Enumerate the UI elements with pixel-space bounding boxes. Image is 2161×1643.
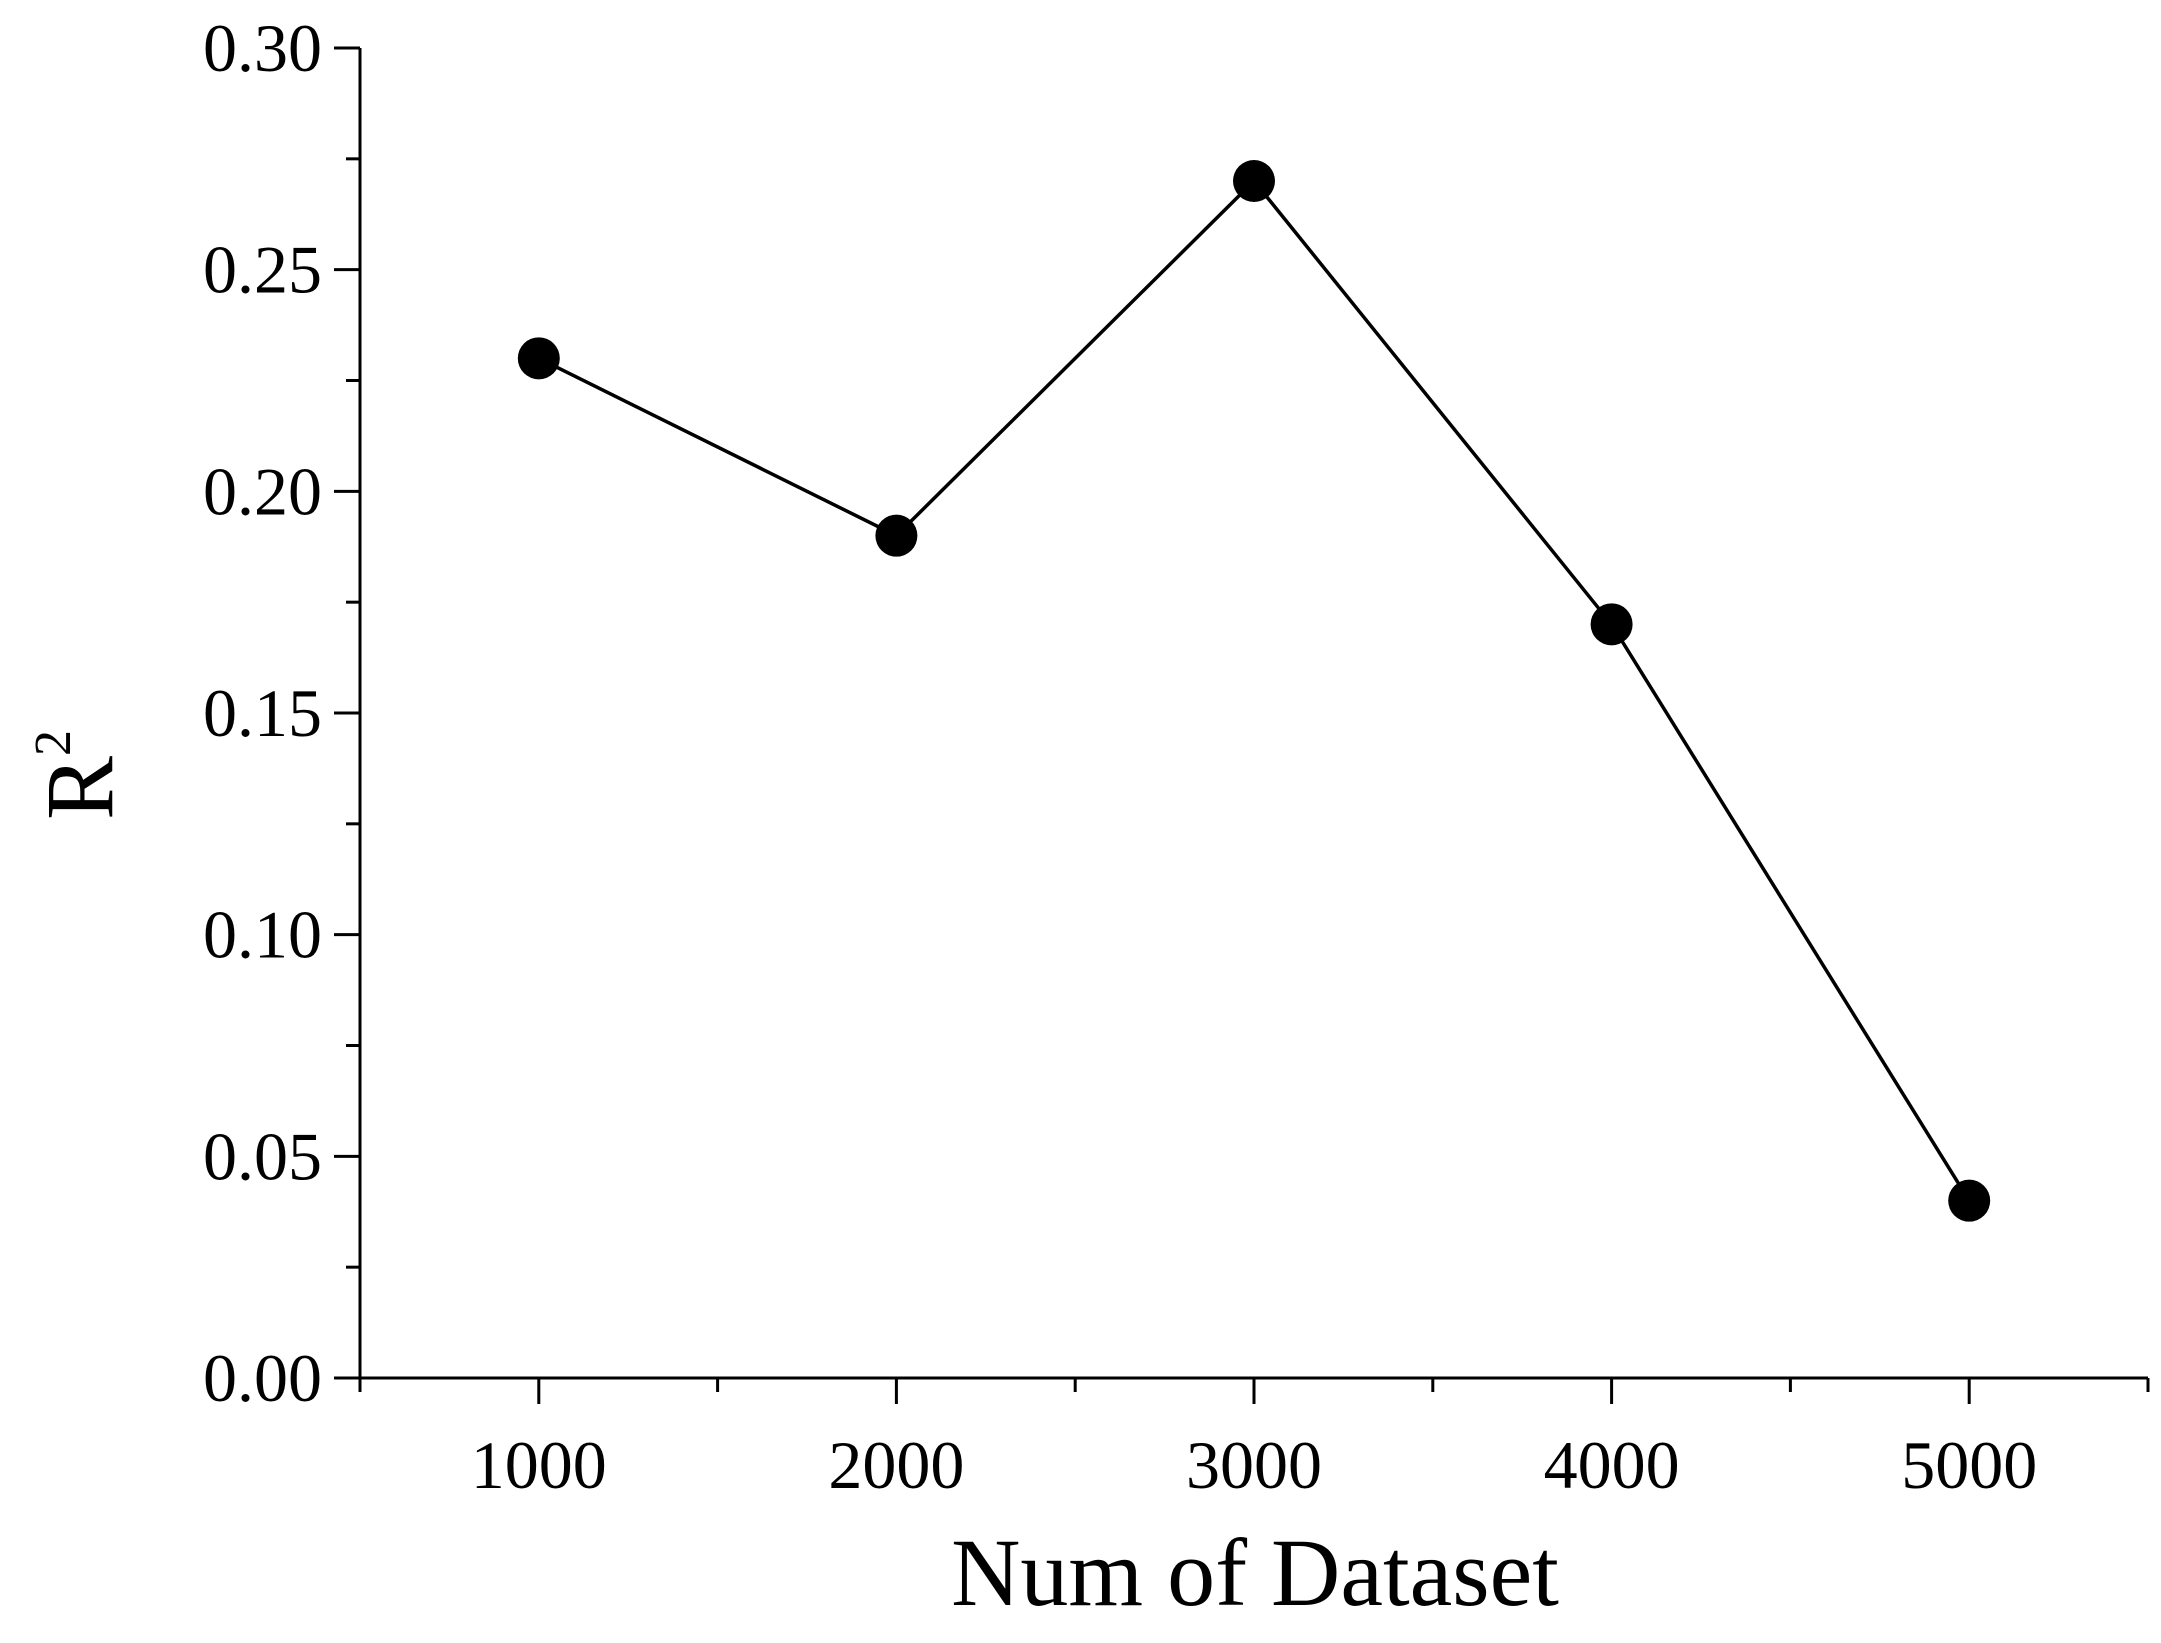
data-series bbox=[517, 160, 1991, 1222]
y-tick-label: 0.30 bbox=[203, 10, 322, 86]
data-point bbox=[517, 337, 560, 380]
y-tick-label: 0.25 bbox=[203, 232, 322, 308]
y-tick-label: 0.05 bbox=[203, 1118, 322, 1194]
axes bbox=[358, 48, 2148, 1380]
y-tick-label: 0.15 bbox=[203, 675, 322, 751]
data-point bbox=[1590, 603, 1633, 646]
y-axis-title-main: R bbox=[26, 756, 133, 820]
y-tick-label: 0.10 bbox=[203, 897, 322, 973]
y-tick-label: 0.20 bbox=[203, 453, 322, 529]
y-axis-title-superscript: 2 bbox=[25, 730, 82, 756]
x-tick-label: 4000 bbox=[1544, 1427, 1680, 1503]
y-axis-title-text: R2 bbox=[25, 730, 133, 820]
data-point bbox=[875, 514, 918, 557]
x-tick-label: 5000 bbox=[1901, 1427, 2037, 1503]
y-axis-title: R2 bbox=[25, 730, 133, 820]
x-tick-label: 1000 bbox=[471, 1427, 607, 1503]
tick-labels: 0.00 0.05 0.10 0.15 0.20 0.25 0.30 1000 2000 3000… bbox=[203, 10, 2037, 1503]
series-line bbox=[538, 178, 1971, 1202]
axis-ticks bbox=[334, 46, 2150, 1404]
y-tick-label: 0.00 bbox=[203, 1340, 322, 1416]
x-axis-title: Num of Dataset bbox=[951, 1519, 1559, 1626]
data-point bbox=[1233, 160, 1275, 202]
axis-titles: Num of Dataset R2 bbox=[25, 730, 1559, 1626]
data-point bbox=[1948, 1179, 1991, 1222]
x-tick-label: 2000 bbox=[828, 1427, 964, 1503]
x-tick-label: 3000 bbox=[1186, 1427, 1322, 1503]
